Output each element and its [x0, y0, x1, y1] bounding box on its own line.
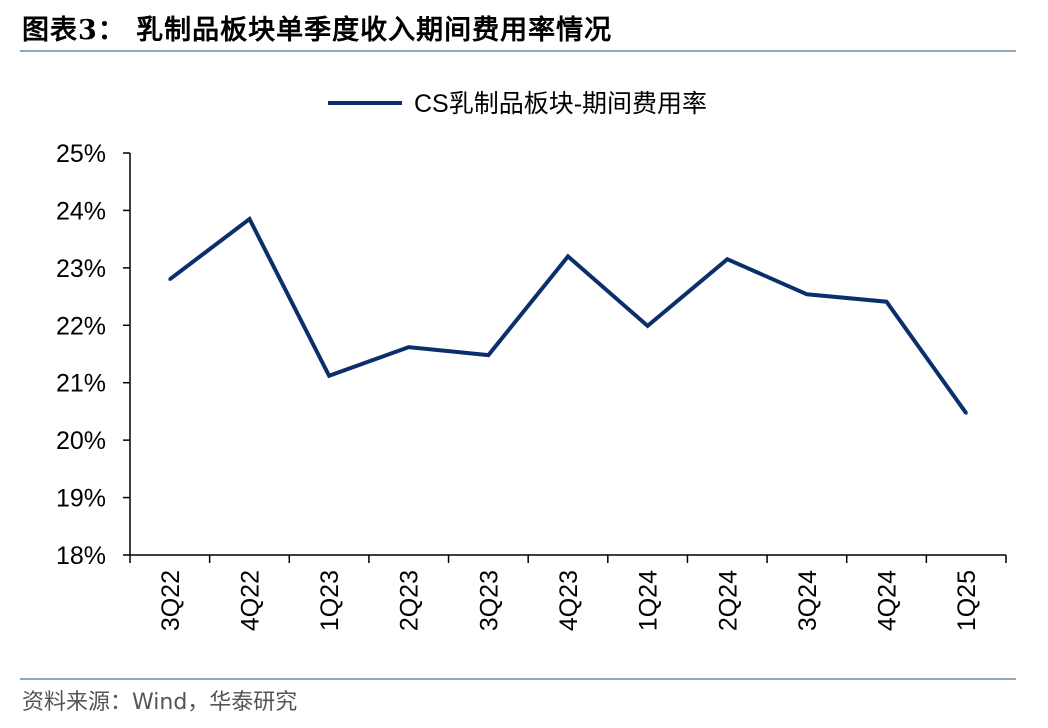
y-tick-label: 22%	[56, 312, 106, 340]
x-tick-label: 1Q25	[953, 570, 981, 631]
data-point	[168, 277, 172, 281]
figure-title: 图表3： 乳制品板块单季度收入期间费用率情况	[22, 15, 613, 46]
x-tick-label: 4Q23	[555, 570, 583, 631]
x-tick-label: 1Q24	[635, 570, 663, 631]
data-point	[725, 257, 729, 261]
x-tick-label: 2Q24	[714, 570, 742, 631]
data-point	[805, 292, 809, 296]
data-point	[964, 411, 968, 415]
legend-label: CS乳制品板块-期间费用率	[414, 90, 707, 118]
title-rule	[20, 50, 1016, 52]
x-tick-label: 3Q24	[794, 570, 822, 631]
y-tick-label: 19%	[56, 485, 106, 513]
data-point	[646, 324, 650, 328]
x-axis-ticks: 3Q22 4Q22 1Q23 2Q23 3Q23 4Q23 1Q24 2Q24 3Q24 4Q24…	[129, 555, 1007, 631]
source-rule	[20, 678, 1016, 680]
data-point	[885, 300, 889, 304]
y-tick-label: 18%	[56, 542, 106, 570]
series-line	[168, 215, 968, 415]
data-point	[407, 345, 411, 349]
data-point	[327, 374, 331, 378]
source-note: 资料来源：Wind，华泰研究	[22, 690, 298, 715]
y-tick-label: 24%	[56, 197, 106, 225]
data-point	[566, 254, 570, 258]
y-tick-label: 20%	[56, 427, 106, 455]
x-tick-label: 3Q23	[475, 570, 503, 631]
x-tick-label: 4Q24	[874, 570, 902, 631]
data-point	[247, 217, 251, 221]
legend: CS乳制品板块-期间费用率	[328, 90, 707, 118]
series-group	[168, 215, 968, 415]
y-tick-label: 25%	[56, 140, 106, 168]
y-axis-ticks: 25% 24% 23% 22% 21% 20% 19% 18%	[56, 140, 130, 570]
y-tick-label: 23%	[56, 255, 106, 283]
x-tick-label: 2Q23	[396, 570, 424, 631]
data-point	[486, 353, 490, 357]
x-tick-label: 4Q22	[236, 570, 264, 631]
x-tick-label: 3Q22	[157, 570, 185, 631]
axes	[129, 153, 1006, 556]
x-tick-label: 1Q23	[316, 570, 344, 631]
y-tick-label: 21%	[56, 370, 106, 398]
